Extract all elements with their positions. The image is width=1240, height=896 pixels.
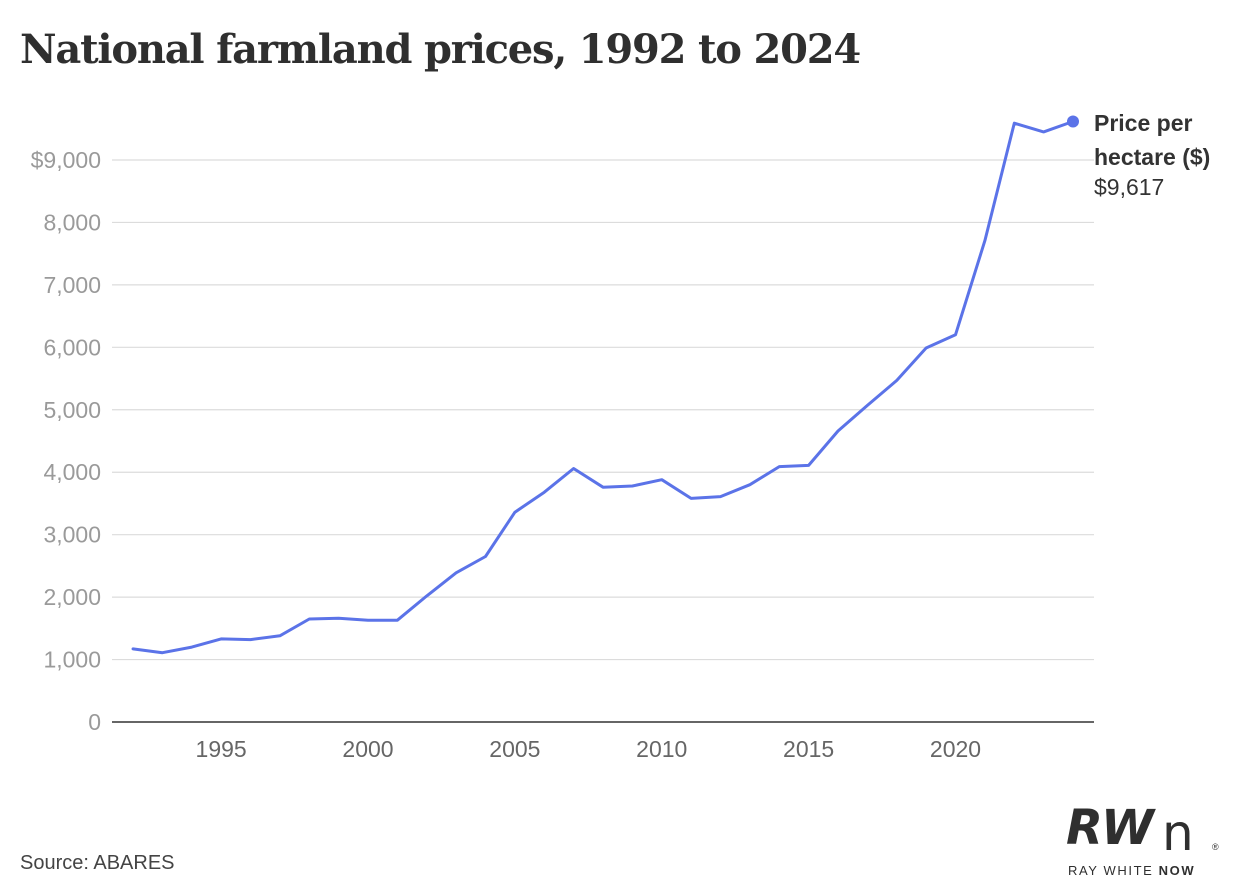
- y-tick-label: 2,000: [43, 584, 101, 610]
- logo-text-bold: NOW: [1158, 863, 1196, 878]
- y-tick-label: 8,000: [43, 209, 101, 235]
- ray-white-now-logo: RW n ® RAY WHITE NOW: [1062, 800, 1222, 880]
- y-tick-label: 6,000: [43, 334, 101, 360]
- series-line: [131, 120, 1075, 655]
- y-tick-label: 7,000: [43, 272, 101, 298]
- y-axis-tick-labels: 0 1,000 2,000 3,000 4,000 5,000 6,000 7,000 8,00…: [31, 147, 101, 735]
- y-tick-label: 0: [88, 709, 101, 735]
- logo-wordmark: RAY WHITE NOW: [1068, 863, 1195, 878]
- x-axis-tick-labels: 1995 2000 2005 2010 2015 2020: [196, 736, 982, 762]
- y-tick-label: 4,000: [43, 459, 101, 485]
- x-tick-label: 2020: [930, 736, 981, 762]
- chart-title: National farmland prices, 1992 to 2024: [20, 26, 861, 73]
- logo-mark-n: n: [1162, 804, 1194, 862]
- series-name-label-line-1: Price per: [1094, 110, 1192, 136]
- y-tick-label: 1,000: [43, 647, 101, 673]
- y-tick-label: 3,000: [43, 522, 101, 548]
- x-tick-label: 1995: [196, 736, 247, 762]
- y-tick-label: 5,000: [43, 397, 101, 423]
- x-tick-label: 2000: [342, 736, 393, 762]
- registered-mark: ®: [1212, 842, 1219, 852]
- series-end-value-label: $9,617: [1094, 174, 1164, 200]
- gridlines: [112, 159, 1094, 661]
- source-note: Source: ABARES: [20, 852, 175, 874]
- series-end-marker: [1067, 115, 1079, 128]
- x-tick-label: 2005: [489, 736, 540, 762]
- x-tick-label: 2010: [636, 736, 687, 762]
- series-name-label-line-2: hectare ($): [1094, 144, 1210, 170]
- logo-text-plain: RAY WHITE: [1068, 863, 1159, 878]
- y-tick-label: $9,000: [31, 147, 101, 173]
- x-tick-label: 2015: [783, 736, 834, 762]
- logo-mark-rw: RW: [1066, 800, 1154, 856]
